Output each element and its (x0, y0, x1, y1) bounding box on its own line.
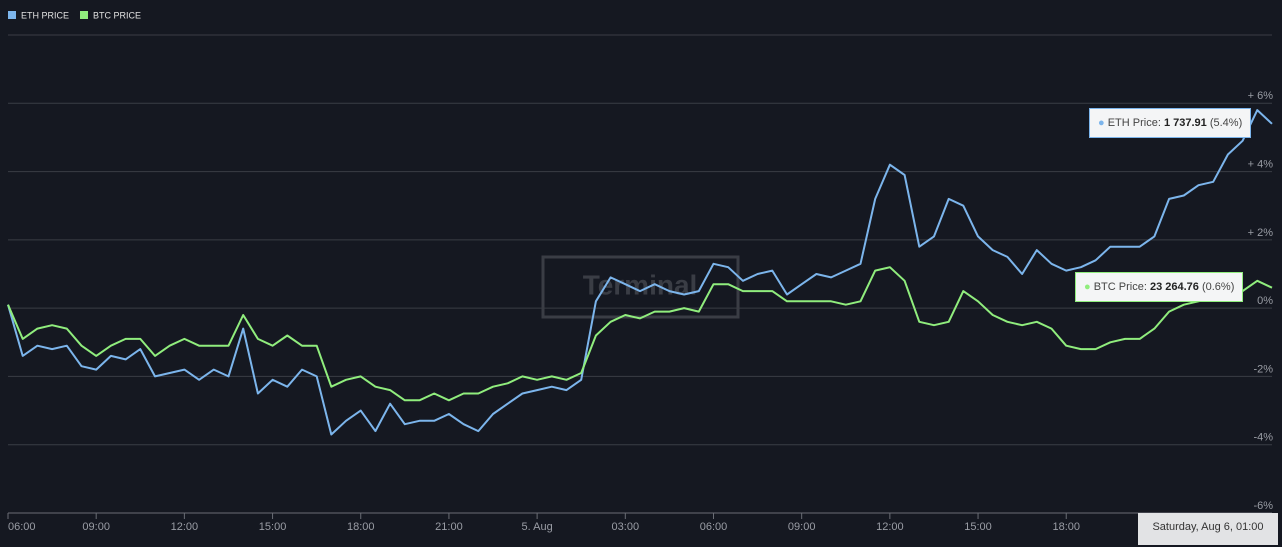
tooltip-btc: ● BTC Price: 23 264.76 (0.6%) (1075, 272, 1244, 302)
series-line (7, 109, 1273, 436)
x-tick-label: 06:00 (700, 521, 728, 533)
tooltip-value: 23 264.76 (1149, 281, 1199, 293)
y-tick-label: + 2% (1248, 227, 1274, 239)
x-tick-label: 12:00 (171, 521, 199, 533)
x-tick-label: 21:00 (435, 521, 463, 533)
y-tick-label: -6% (1253, 500, 1273, 512)
x-tick-label: 06:00 (8, 521, 36, 533)
x-tick-label: 5. Aug (522, 521, 553, 533)
crosshair-date: Saturday, Aug 6, 01:00 (1138, 513, 1278, 545)
x-tick-label: 18:00 (347, 521, 375, 533)
y-tick-label: -4% (1253, 432, 1273, 444)
legend-label: BTC PRICE (93, 10, 141, 20)
y-tick-label: 0% (1257, 295, 1273, 307)
y-tick-label: + 4% (1248, 158, 1274, 170)
tooltip-change: (5.4%) (1209, 117, 1243, 129)
tooltip-value: 1 737.91 (1163, 117, 1207, 129)
legend-label: ETH PRICE (21, 10, 69, 20)
watermark: Terminal (583, 269, 698, 300)
x-tick-label: 15:00 (964, 521, 992, 533)
tooltip-eth: ● ETH Price: 1 737.91 (5.4%) (1089, 108, 1252, 138)
tooltip-label: BTC Price: (1093, 281, 1147, 293)
tooltip-label: ETH Price: (1107, 117, 1161, 129)
y-tick-label: -2% (1253, 363, 1273, 375)
legend-swatch (80, 11, 88, 19)
legend-swatch (8, 11, 16, 19)
y-tick-label: + 6% (1248, 90, 1274, 102)
x-tick-label: 18:00 (1052, 521, 1080, 533)
watermark-box (541, 255, 740, 319)
tooltip-change: (0.6%) (1201, 281, 1235, 293)
x-tick-label: 12:00 (876, 521, 904, 533)
x-tick-label: 09:00 (788, 521, 816, 533)
x-tick-label: 09:00 (82, 521, 110, 533)
x-tick-label: 15:00 (259, 521, 287, 533)
x-tick-label: 03:00 (612, 521, 640, 533)
series-line (7, 266, 1273, 402)
